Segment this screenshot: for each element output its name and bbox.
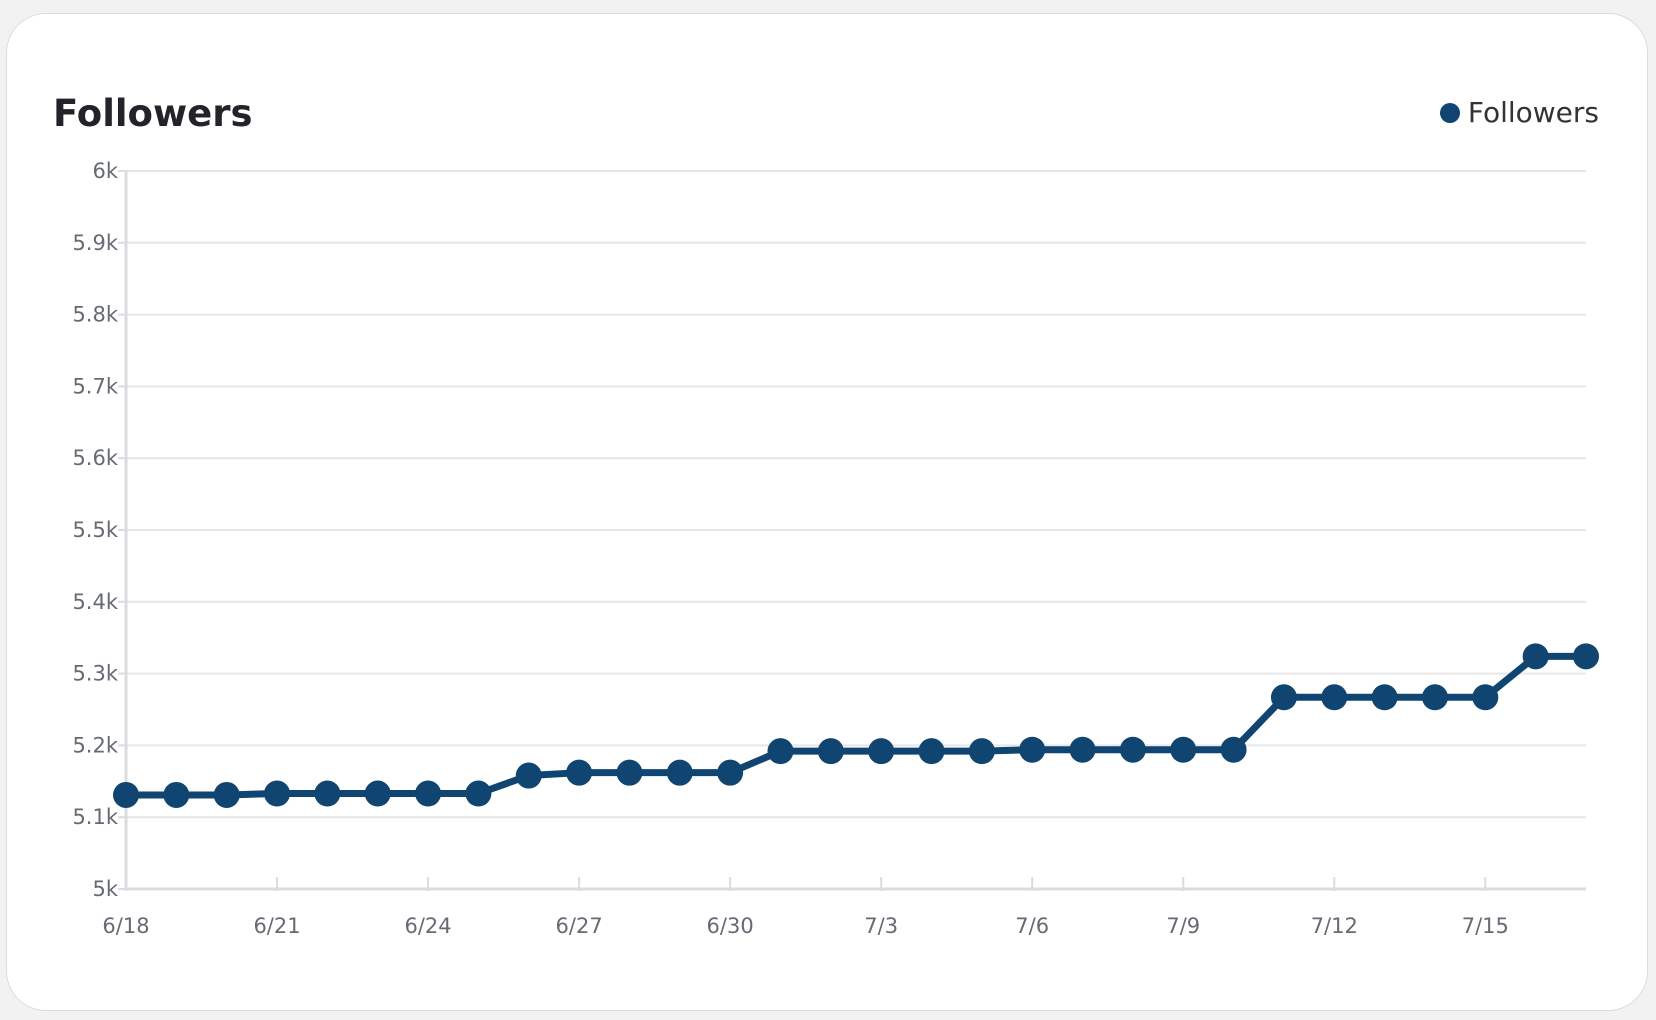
y-tick-label: 5k [92,877,118,901]
data-point[interactable] [717,759,744,786]
data-point[interactable] [264,780,291,807]
data-point[interactable] [868,738,895,765]
data-point[interactable] [1119,736,1146,763]
y-tick-label: 5.6k [72,446,118,470]
data-point[interactable] [465,780,492,807]
y-tick-label: 5.5k [72,518,118,542]
data-point[interactable] [918,738,945,765]
chart-grid [126,170,1586,819]
x-tick-label: 7/12 [1311,914,1358,938]
legend-label: Followers [1467,96,1599,129]
x-tick-label: 7/6 [1015,914,1049,938]
x-axis-ticks: 6/18 6/21 6/24 6/27 6/30 7/3 7/6 7/9 7/12 7/15 [102,877,1509,938]
x-tick-label: 6/18 [102,914,149,938]
followers-card: Followers Followers [6,13,1648,1011]
data-point[interactable] [1019,736,1046,763]
x-tick-label: 7/15 [1462,914,1509,938]
chart-title: Followers [53,92,253,135]
chart-legend[interactable]: Followers [1439,96,1599,129]
series-line-followers [122,652,1590,799]
data-point[interactable] [415,780,442,807]
x-tick-label: 7/9 [1166,914,1200,938]
data-point[interactable] [1069,736,1096,763]
data-point[interactable] [1170,736,1197,763]
data-point[interactable] [968,738,995,765]
data-point[interactable] [1220,736,1247,763]
y-tick-label: 5.1k [72,805,118,829]
data-point[interactable] [666,759,693,786]
y-tick-label: 5.3k [72,662,118,686]
y-tick-label: 6k [92,159,118,183]
data-point[interactable] [1472,684,1499,711]
y-tick-label: 5.8k [72,303,118,327]
data-point[interactable] [1522,643,1549,670]
y-tick-label: 5.4k [72,590,118,614]
data-point[interactable] [1573,643,1599,670]
y-tick-label: 5.9k [72,231,118,255]
x-tick-label: 6/27 [556,914,603,938]
data-point[interactable] [515,762,542,789]
data-point[interactable] [1421,684,1448,711]
data-point[interactable] [163,781,190,808]
data-point[interactable] [213,781,240,808]
x-tick-label: 6/21 [253,914,300,938]
chart-series [113,643,1599,808]
data-point[interactable] [113,781,139,808]
data-point[interactable] [1321,684,1348,711]
y-tick-label: 5.2k [72,733,118,757]
y-axis-ticks: 5k 5.1k 5.2k 5.3k 5.4k 5.5k 5.6k 5.7k 5.8k 5.9k 6k [72,159,126,901]
y-tick-label: 5.7k [72,374,118,398]
data-point[interactable] [1371,684,1398,711]
data-point[interactable] [767,738,794,765]
data-point[interactable] [817,738,844,765]
legend-swatch [1439,102,1460,123]
data-point[interactable] [364,780,391,807]
x-tick-label: 7/3 [864,914,898,938]
data-point[interactable] [566,759,593,786]
data-point[interactable] [314,780,341,807]
x-tick-label: 6/30 [707,914,754,938]
data-point[interactable] [616,759,643,786]
data-point[interactable] [1270,684,1297,711]
x-tick-label: 6/24 [404,914,451,938]
